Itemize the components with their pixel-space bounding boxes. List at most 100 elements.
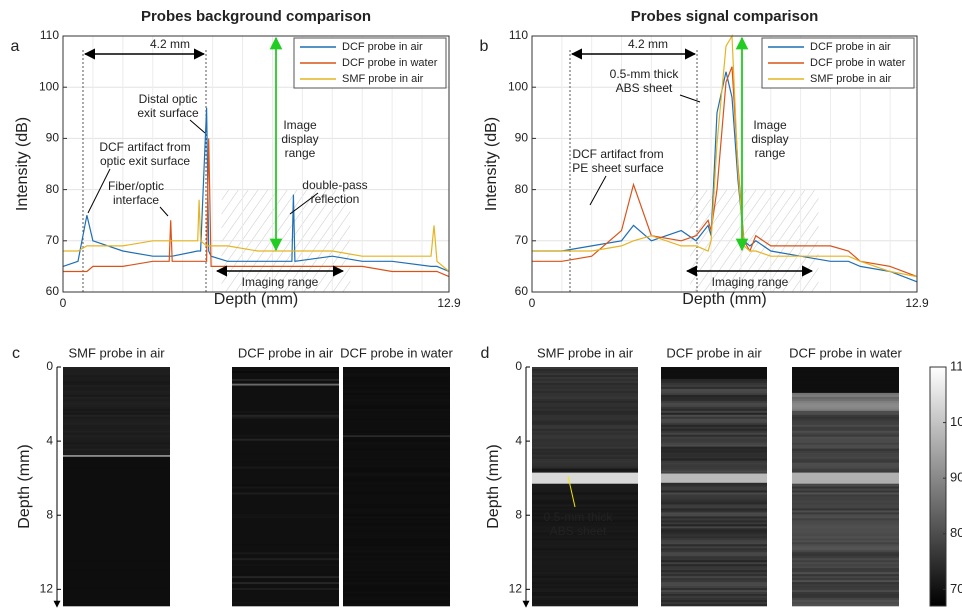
- y-tick-label: 90: [515, 131, 529, 145]
- bscan-row: [661, 560, 767, 563]
- bscan-row: [532, 470, 638, 473]
- bscan-row: [343, 546, 450, 549]
- y-tick-label: 12: [509, 581, 523, 595]
- bscan-row: [232, 498, 339, 501]
- bscan-row: [343, 418, 450, 422]
- bscan-row: [63, 428, 170, 432]
- bscan-row: [661, 494, 767, 497]
- bscan-row: [661, 504, 767, 507]
- bscan-row: [661, 544, 767, 547]
- bscan-row: [63, 456, 170, 459]
- bscan-row: [661, 500, 767, 503]
- bscan-row: [232, 446, 339, 449]
- bscan-row: [532, 560, 638, 563]
- annotation: display: [751, 132, 788, 146]
- bscan-row: [343, 486, 450, 489]
- bscan-row: [343, 368, 450, 372]
- bscan-row: [63, 542, 170, 545]
- bscan-row: [532, 496, 638, 499]
- bscan-row: [63, 422, 170, 426]
- y-tick-label: 110: [40, 28, 59, 42]
- bscan-row: [63, 470, 170, 473]
- bscan-row: [63, 518, 170, 521]
- bscan-row: [63, 496, 170, 499]
- bscan-row: [63, 586, 170, 589]
- bscan-row: [792, 590, 899, 593]
- bscan-row: [792, 508, 899, 511]
- bscan-row: [532, 508, 638, 511]
- bscan-row: [232, 400, 339, 404]
- y-tick-label: 100: [508, 79, 528, 93]
- bscan-row: [63, 446, 170, 449]
- annotation: display: [281, 132, 318, 146]
- bscan-row: [343, 582, 450, 585]
- bscan-row: [63, 504, 170, 507]
- annotation: PE sheet surface: [572, 161, 664, 175]
- y-axis-label: Depth (mm): [485, 444, 502, 528]
- bscan-row: [792, 460, 899, 463]
- bscan-row: [232, 600, 339, 603]
- bscan-row: [232, 542, 339, 545]
- bscan-row: [63, 368, 170, 372]
- bscan-row: [532, 454, 638, 457]
- bscan-row: [232, 558, 339, 561]
- bscan-row: [343, 458, 450, 461]
- bscan-row: [343, 558, 450, 561]
- bscan-row: [343, 406, 450, 410]
- bscan-row: [63, 594, 170, 597]
- bscan-row: [63, 568, 170, 571]
- bscan-row: [792, 422, 899, 426]
- bscan-row: [661, 432, 767, 436]
- bscan-row: [343, 572, 450, 575]
- bscan-row: [343, 454, 450, 457]
- bscan-band: [661, 473, 767, 483]
- bscan-row: [532, 530, 638, 533]
- bscan-row: [661, 542, 767, 545]
- bscan-row: [661, 464, 767, 467]
- bscan-row: [661, 566, 767, 569]
- bscan-row: [792, 592, 899, 595]
- bscan-row: [63, 546, 170, 549]
- bscan-row: [63, 438, 170, 441]
- bscan-row: [792, 550, 899, 553]
- bscan-row: [343, 428, 450, 432]
- bscan-row: [232, 592, 339, 595]
- bscan-row: [532, 440, 638, 443]
- bscan-row: [232, 546, 339, 549]
- bscan-row: [532, 396, 638, 400]
- bscan-row: [532, 514, 638, 517]
- bscan-row: [232, 470, 339, 473]
- bscan-row: [63, 382, 170, 386]
- bscan-row: [343, 430, 450, 434]
- bscan-row: [232, 580, 339, 583]
- bscan-row: [532, 466, 638, 469]
- bscan-row: [232, 460, 339, 463]
- bscan-row: [343, 410, 450, 414]
- bscan-row: [792, 530, 899, 533]
- bscan-row: [792, 558, 899, 561]
- bscan-row: [661, 498, 767, 501]
- bscan-row: [343, 424, 450, 428]
- colorbar: [929, 366, 947, 607]
- bscan-row: [661, 442, 767, 445]
- bscan-row: [792, 436, 899, 439]
- bscan-row: [792, 596, 899, 599]
- legend-label: SMF probe in air: [342, 73, 424, 85]
- panel-title: SMF probe in air: [68, 345, 165, 360]
- bscan-row: [532, 456, 638, 459]
- bscan-row: [343, 400, 450, 404]
- bscan-row: [63, 562, 170, 565]
- pointer: [189, 119, 206, 134]
- bscan-row: [792, 418, 899, 422]
- bscan-row: [232, 452, 339, 455]
- annotation: DCF artifact from: [99, 140, 190, 154]
- bscan-row: [63, 412, 170, 416]
- bscan-row: [532, 367, 638, 370]
- series-line: [532, 71, 918, 283]
- bscan-row: [792, 396, 899, 400]
- bscan-row: [63, 570, 170, 573]
- bscan-row: [232, 418, 339, 422]
- bscan-row: [792, 518, 899, 521]
- bscan-row: [63, 378, 170, 382]
- bscan-row: [792, 466, 899, 469]
